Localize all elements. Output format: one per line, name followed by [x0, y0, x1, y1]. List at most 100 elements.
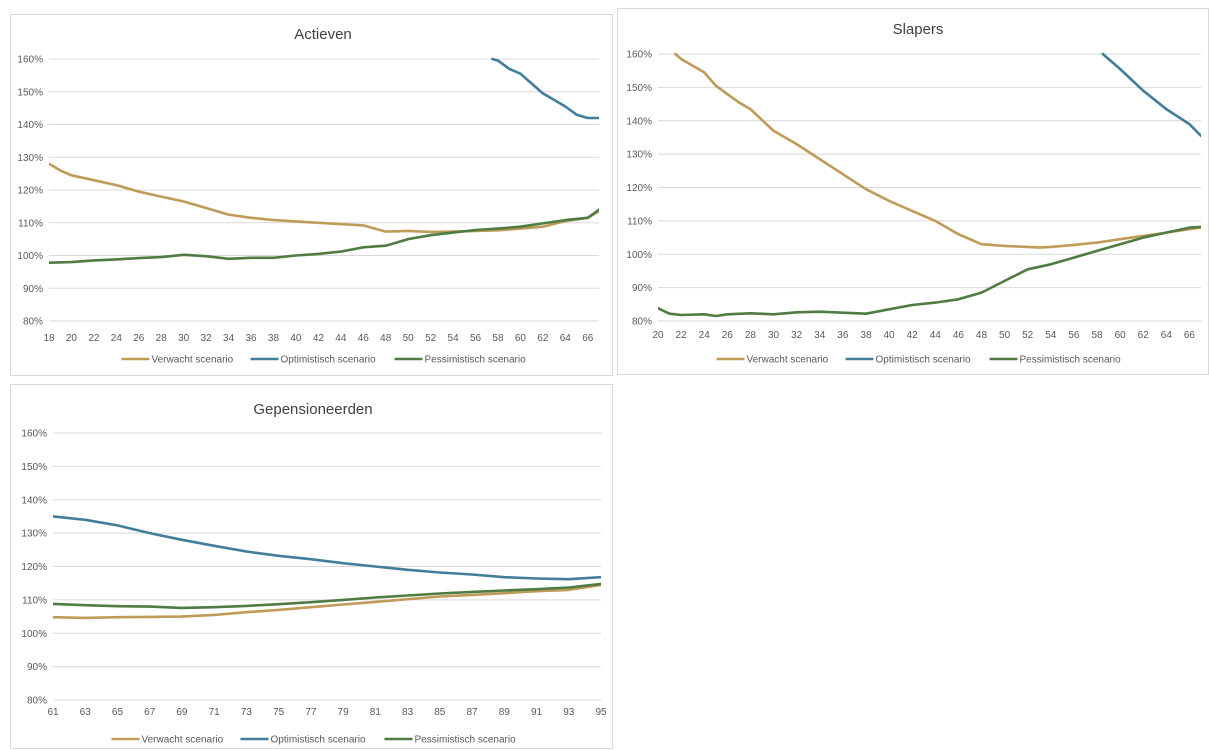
x-tick-label: 91 — [531, 707, 543, 718]
x-tick-label: 65 — [112, 707, 124, 718]
x-tick-label: 42 — [313, 333, 325, 344]
legend-label: Optimistisch scenario — [876, 355, 971, 366]
x-tick-label: 75 — [273, 707, 285, 718]
y-tick-label: 100% — [17, 251, 43, 262]
legend-item-verwacht: Verwacht scenario — [121, 355, 234, 366]
x-tick-label: 34 — [814, 330, 826, 341]
y-tick-label: 110% — [18, 218, 43, 229]
legend-item-verwacht: Verwacht scenario — [111, 735, 224, 746]
x-tick-label: 61 — [47, 707, 59, 718]
x-tick-label: 28 — [156, 333, 168, 344]
x-tick-label: 40 — [884, 330, 896, 341]
x-tick-label: 60 — [1115, 330, 1127, 341]
chart-gepensioneerden: Gepensioneerden 80% 90% 100% 110% 120% 130% 14… — [10, 384, 613, 749]
x-tick-label: 89 — [499, 707, 511, 718]
x-tick-label: 52 — [425, 333, 437, 344]
x-tick-label: 22 — [88, 333, 100, 344]
y-tick-label: 90% — [27, 662, 47, 673]
legend-item-optimistisch: Optimistisch scenario — [250, 355, 376, 366]
series-line-verwacht — [673, 52, 1201, 249]
x-tick-label: 26 — [722, 330, 734, 341]
x-tick-label: 34 — [223, 333, 235, 344]
y-tick-label: 140% — [17, 120, 43, 131]
x-tick-label: 67 — [144, 707, 156, 718]
legend-item-verwacht: Verwacht scenario — [716, 355, 829, 366]
y-tick-label: 160% — [17, 55, 43, 66]
x-tick-label: 36 — [837, 330, 849, 341]
x-tick-label: 62 — [537, 333, 549, 344]
x-tick-label: 71 — [209, 707, 221, 718]
chart-gepensioneerden-svg: Gepensioneerden 80% 90% 100% 110% 120% 130% 14… — [21, 401, 607, 746]
y-tick-label: 110% — [627, 216, 652, 227]
x-tick-label: 87 — [466, 707, 478, 718]
y-tick-label: 80% — [27, 696, 47, 707]
x-tick-label: 63 — [80, 707, 92, 718]
y-tick-label: 100% — [626, 250, 652, 261]
chart-actieven-svg: Actieven 80% 90% 100% 110% 120% 130% 140% 150% 1… — [17, 26, 599, 366]
x-tick-label: 56 — [1068, 330, 1080, 341]
series-line-optimistisch — [491, 57, 599, 120]
x-tick-label: 95 — [595, 707, 607, 718]
x-tick-label: 30 — [768, 330, 780, 341]
x-tick-label: 48 — [380, 333, 392, 344]
y-tick-label: 150% — [17, 87, 43, 98]
y-tick-label: 120% — [21, 562, 47, 573]
series-line-optimistisch — [1101, 52, 1201, 138]
x-tick-label: 42 — [907, 330, 919, 341]
x-tick-label: 50 — [403, 333, 415, 344]
x-tick-label: 85 — [434, 707, 446, 718]
chart-actieven: Actieven 80% 90% 100% 110% 120% 130% 140% 150% 1… — [10, 14, 613, 376]
legend-label: Pessimistisch scenario — [1020, 355, 1122, 366]
x-tick-label: 62 — [1138, 330, 1150, 341]
x-tick-label: 26 — [133, 333, 145, 344]
legend-label: Verwacht scenario — [747, 355, 829, 366]
chart-title: Slapers — [893, 21, 944, 38]
y-tick-label: 90% — [632, 283, 652, 294]
legend-label: Verwacht scenario — [142, 735, 224, 746]
y-tick-label: 150% — [21, 462, 47, 473]
x-tick-label: 20 — [652, 330, 664, 341]
legend-item-optimistisch: Optimistisch scenario — [240, 735, 366, 746]
x-tick-label: 48 — [976, 330, 988, 341]
x-tick-label: 32 — [791, 330, 803, 341]
series-line-optimistisch — [53, 515, 601, 581]
x-tick-label: 44 — [335, 333, 347, 344]
y-tick-label: 110% — [22, 595, 47, 606]
x-tick-label: 83 — [402, 707, 414, 718]
series-line-verwacht — [49, 162, 599, 234]
series-line-pessimistisch — [658, 225, 1201, 318]
x-tick-label: 66 — [582, 333, 594, 344]
y-tick-label: 130% — [626, 150, 652, 161]
legend-item-pessimistisch: Pessimistisch scenario — [394, 355, 526, 366]
y-tick-label: 150% — [626, 83, 652, 94]
x-tick-label: 30 — [178, 333, 190, 344]
y-tick-label: 120% — [17, 186, 43, 197]
x-tick-label: 54 — [1045, 330, 1057, 341]
series-line-pessimistisch — [53, 582, 601, 610]
x-tick-label: 46 — [358, 333, 370, 344]
legend-label: Verwacht scenario — [152, 355, 234, 366]
y-tick-label: 160% — [626, 50, 652, 61]
y-tick-label: 90% — [23, 284, 43, 295]
x-tick-label: 56 — [470, 333, 482, 344]
legend-item-pessimistisch: Pessimistisch scenario — [989, 355, 1122, 366]
chart-slapers-svg: Slapers 80% 90% 100% 110% 120% 130% 140% 150% 16… — [626, 21, 1201, 366]
x-tick-label: 60 — [515, 333, 527, 344]
x-tick-label: 69 — [176, 707, 188, 718]
x-tick-label: 64 — [560, 333, 572, 344]
x-tick-label: 38 — [860, 330, 872, 341]
legend-label: Pessimistisch scenario — [415, 735, 517, 746]
x-tick-label: 46 — [953, 330, 965, 341]
x-tick-label: 32 — [201, 333, 213, 344]
x-tick-label: 93 — [563, 707, 575, 718]
x-tick-label: 22 — [676, 330, 688, 341]
y-tick-label: 130% — [17, 153, 43, 164]
x-tick-label: 58 — [1091, 330, 1103, 341]
legend-item-optimistisch: Optimistisch scenario — [845, 355, 971, 366]
x-tick-label: 24 — [699, 330, 711, 341]
x-tick-label: 40 — [290, 333, 302, 344]
y-tick-label: 130% — [21, 529, 47, 540]
x-tick-label: 77 — [305, 707, 317, 718]
y-tick-label: 160% — [21, 429, 47, 440]
x-tick-label: 52 — [1022, 330, 1034, 341]
